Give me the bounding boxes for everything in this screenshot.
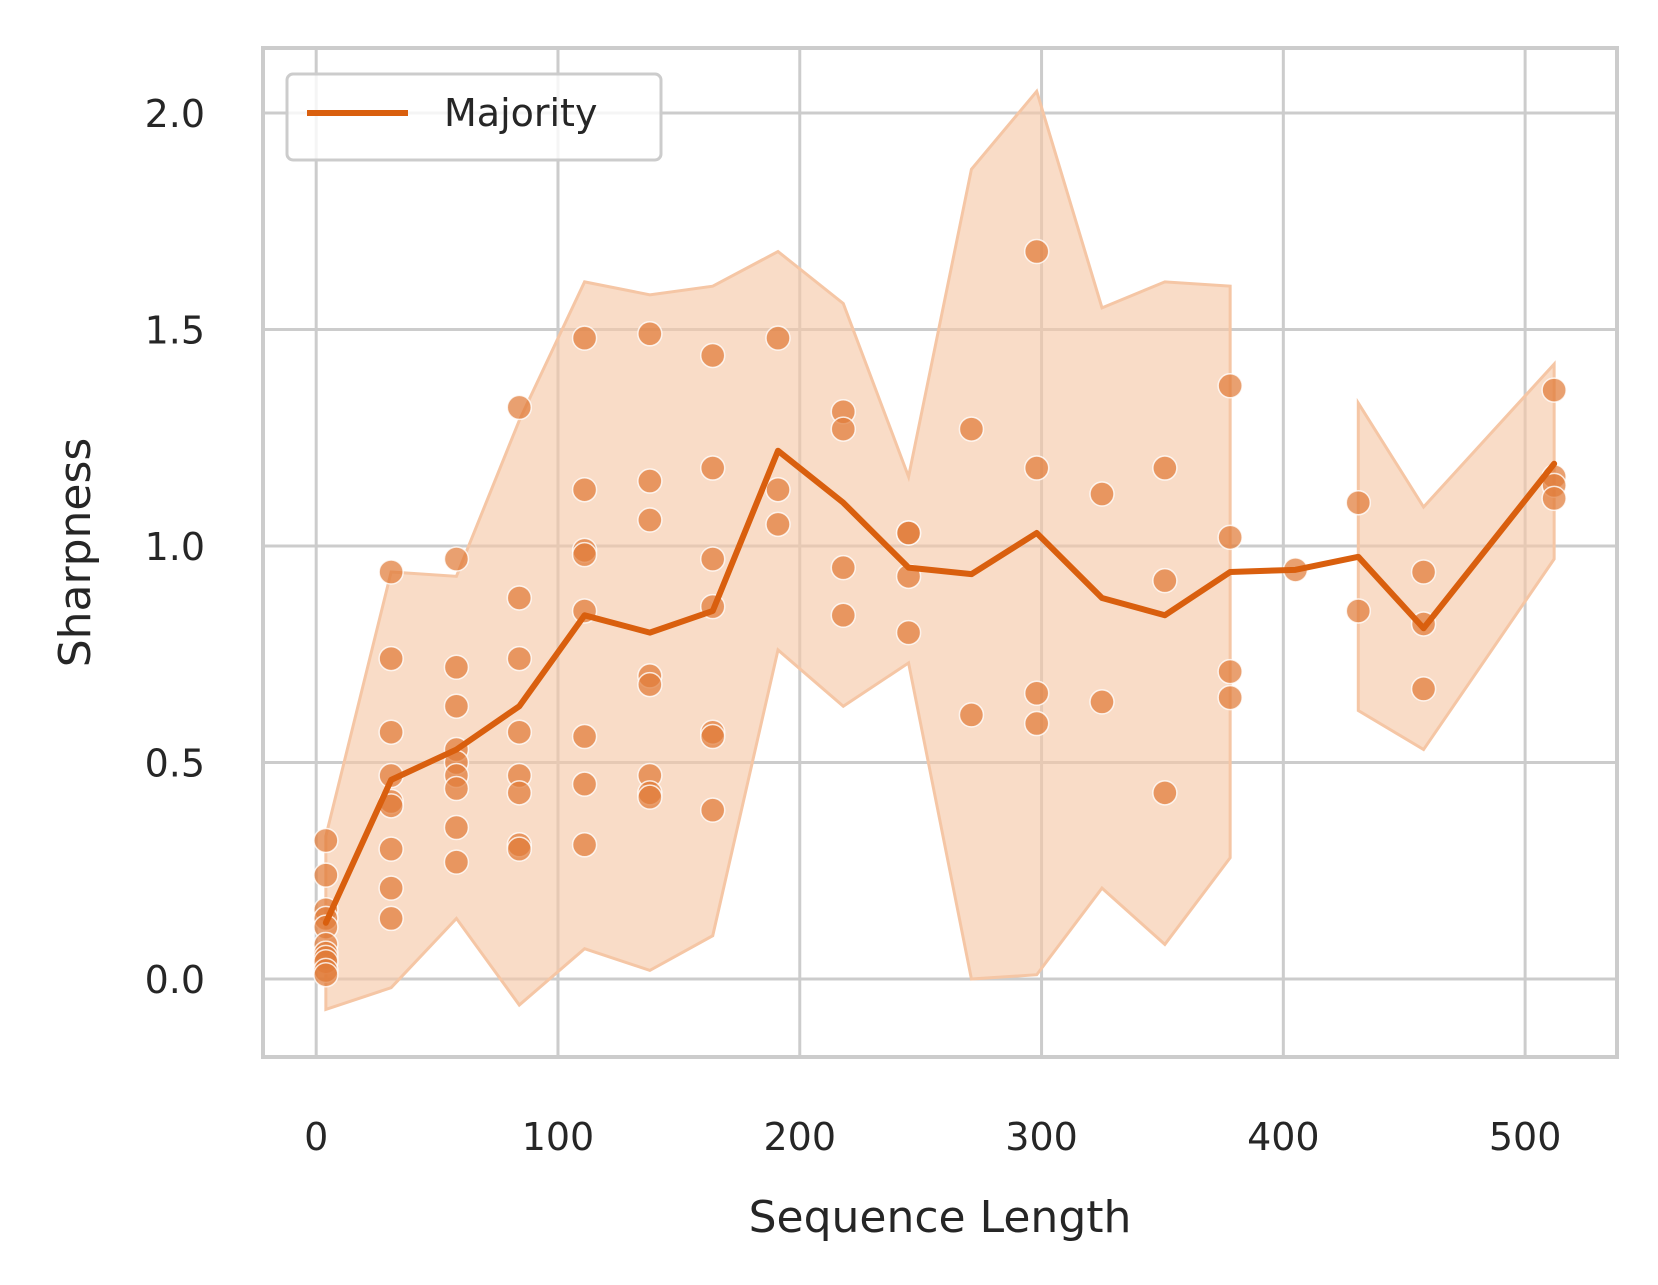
scatter-point <box>637 321 663 347</box>
scatter-point <box>443 849 470 875</box>
scatter-point <box>1410 676 1437 702</box>
scatter-point <box>1345 598 1372 624</box>
scatter-point <box>637 784 663 810</box>
scatter-point <box>571 723 598 750</box>
scatter-point <box>571 541 598 568</box>
scatter-point <box>830 416 857 442</box>
scatter-point <box>506 719 533 745</box>
scatter-point <box>1023 680 1050 706</box>
scatter-point <box>830 554 857 581</box>
legend: Majority <box>285 72 663 162</box>
scatter-point <box>958 416 985 442</box>
scatter-point <box>765 476 791 503</box>
y-tick-label: 1.0 <box>145 525 205 569</box>
scatter-point <box>699 546 726 572</box>
scatter-point <box>1217 373 1243 399</box>
scatter-point <box>637 671 663 698</box>
y-tick-label: 1.5 <box>145 308 205 352</box>
x-tick-label: 400 <box>1247 1115 1320 1159</box>
scatter-point <box>699 723 726 750</box>
plot-frame <box>261 46 1619 1059</box>
scatter-point <box>378 875 404 901</box>
scatter-point <box>571 832 598 858</box>
scatter-point <box>637 507 663 533</box>
scatter-point <box>895 520 922 546</box>
scatter-point <box>1217 524 1243 551</box>
scatter-point <box>313 961 339 988</box>
x-tick-label: 500 <box>1489 1115 1562 1159</box>
scatter-point <box>1541 377 1567 403</box>
x-tick-label: 200 <box>763 1115 836 1159</box>
scatter-point <box>1089 481 1115 507</box>
y-tick-label: 2.0 <box>145 92 205 136</box>
scatter-point <box>765 511 791 538</box>
scatter-point <box>571 325 598 351</box>
y-tick-label: 0.0 <box>145 958 205 1002</box>
scatter-point <box>506 836 533 862</box>
confidence-band-layer <box>324 88 1556 1012</box>
scatter-point <box>830 602 857 629</box>
legend-label-majority: Majority <box>444 91 597 135</box>
x-tick-label: 0 <box>304 1115 328 1159</box>
scatter-point <box>895 619 922 646</box>
x-axis-label: Sequence Length <box>749 1192 1132 1243</box>
scatter-point <box>1152 567 1178 594</box>
scatter-point <box>1345 489 1372 516</box>
x-tick-label: 100 <box>522 1115 595 1159</box>
scatter-point <box>571 771 598 797</box>
scatter-point <box>1217 684 1243 711</box>
confidence-band <box>1356 360 1556 752</box>
scatter-point <box>506 645 533 672</box>
y-tick-label: 0.5 <box>145 742 205 786</box>
scatter-point <box>378 559 404 585</box>
scatter-point <box>699 342 726 369</box>
scatter-point <box>443 654 470 681</box>
scatter-point <box>1152 780 1178 806</box>
series-line-majority <box>322 447 1558 926</box>
scatter-point <box>378 905 404 932</box>
scatter-point <box>1152 455 1178 481</box>
scatter-point <box>506 394 533 421</box>
y-axis-label: Sharpness <box>50 438 101 668</box>
scatter-point <box>1410 559 1437 585</box>
scatter-point <box>506 780 533 806</box>
scatter-point <box>1023 710 1050 737</box>
scatter-point <box>958 702 985 728</box>
scatter-point <box>313 862 339 888</box>
scatter-point <box>1023 238 1050 265</box>
scatter-point <box>1089 689 1115 715</box>
scatter-point <box>443 814 470 841</box>
line-layer <box>322 447 1558 926</box>
scatter-point <box>313 827 339 854</box>
scatter-point <box>443 546 470 572</box>
x-tick-label: 300 <box>1005 1115 1078 1159</box>
legend-box <box>285 72 663 162</box>
scatter-point <box>378 836 404 862</box>
scatter-point <box>765 325 791 351</box>
confidence-band <box>324 88 1232 1012</box>
scatter-point <box>1023 455 1050 481</box>
scatter-point <box>571 476 598 503</box>
scatter-point <box>378 719 404 745</box>
scatter-point <box>699 797 726 823</box>
scatter-point <box>443 775 470 802</box>
scatter-point <box>699 455 726 481</box>
scatter-point <box>378 645 404 672</box>
tick-labels: 0 100 200 300 400 500 0.0 0.5 1.0 1.5 2.0 <box>145 92 1562 1159</box>
scatter-point <box>637 468 663 494</box>
scatter-point <box>1217 658 1243 685</box>
scatter-point <box>506 585 533 611</box>
scatter-point <box>443 693 470 719</box>
scatter-point <box>1541 485 1567 512</box>
